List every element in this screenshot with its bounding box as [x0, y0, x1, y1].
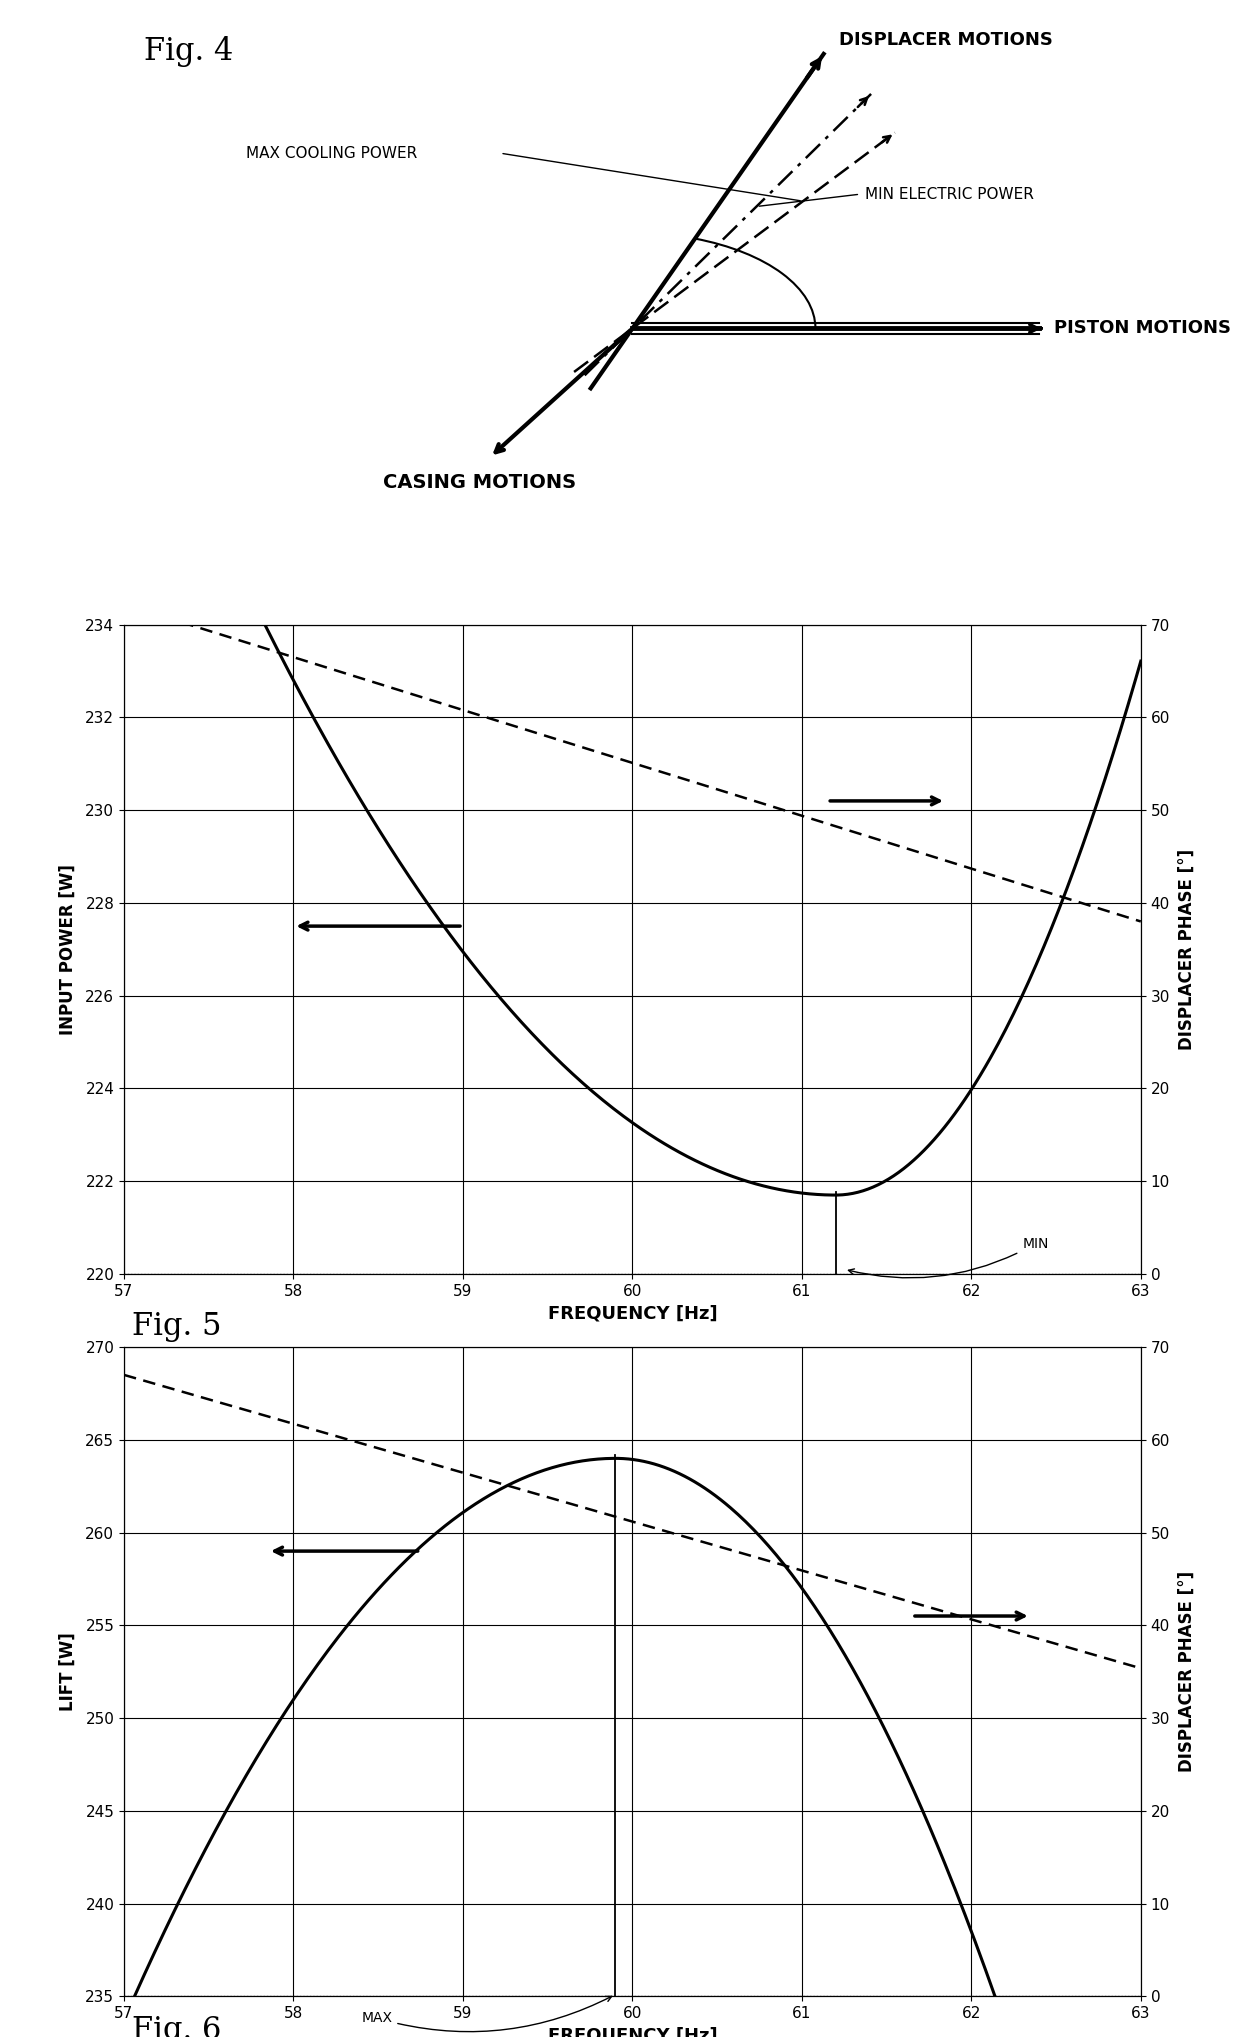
X-axis label: FREQUENCY [Hz]: FREQUENCY [Hz]: [548, 2027, 717, 2037]
Text: MIN ELECTRIC POWER: MIN ELECTRIC POWER: [866, 187, 1034, 202]
Text: MIN: MIN: [848, 1236, 1049, 1277]
Text: PISTON MOTIONS: PISTON MOTIONS: [1054, 320, 1231, 338]
Text: DISPLACER MOTIONS: DISPLACER MOTIONS: [839, 31, 1053, 49]
Y-axis label: DISPLACER PHASE [°]: DISPLACER PHASE [°]: [1178, 849, 1197, 1049]
Text: Fig. 6: Fig. 6: [133, 2015, 222, 2037]
Y-axis label: DISPLACER PHASE [°]: DISPLACER PHASE [°]: [1178, 1571, 1197, 1772]
Text: MAX: MAX: [361, 1996, 611, 2031]
Y-axis label: INPUT POWER [W]: INPUT POWER [W]: [60, 864, 77, 1035]
Y-axis label: LIFT [W]: LIFT [W]: [60, 1632, 77, 1711]
Text: Fig. 5: Fig. 5: [133, 1312, 222, 1342]
Text: Fig. 4: Fig. 4: [144, 37, 233, 67]
Text: MAX COOLING POWER: MAX COOLING POWER: [246, 147, 418, 161]
Text: CASING MOTIONS: CASING MOTIONS: [383, 473, 577, 493]
X-axis label: FREQUENCY [Hz]: FREQUENCY [Hz]: [548, 1304, 717, 1322]
